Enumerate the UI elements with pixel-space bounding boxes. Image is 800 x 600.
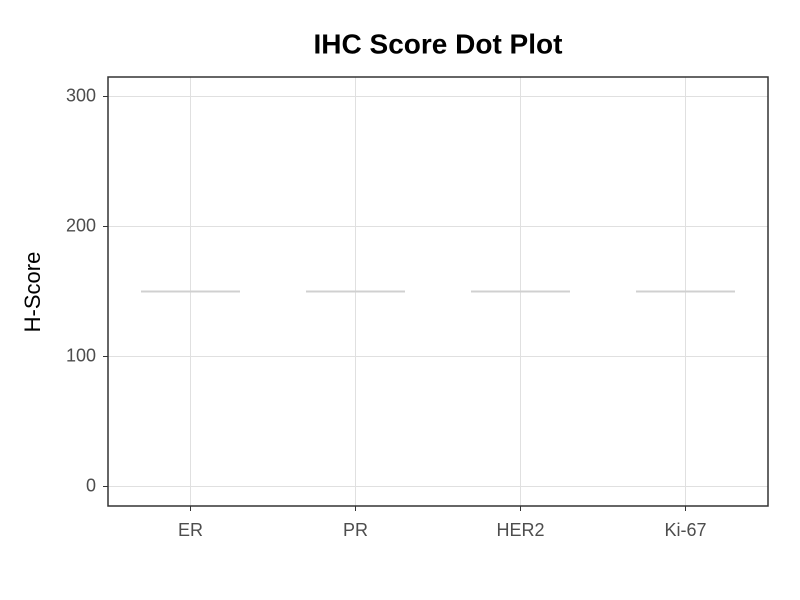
x-tick-label: Ki-67 <box>664 520 706 540</box>
y-tick-label: 0 <box>86 475 96 495</box>
x-tick-label: PR <box>343 520 368 540</box>
x-tick-label: HER2 <box>496 520 544 540</box>
y-tick-label: 100 <box>66 345 96 365</box>
y-tick-label: 200 <box>66 215 96 235</box>
chart-title: IHC Score Dot Plot <box>314 28 563 59</box>
x-tick-label: ER <box>178 520 203 540</box>
y-tick-label: 300 <box>66 85 96 105</box>
y-axis-label: H-Score <box>20 252 45 333</box>
panel-border <box>107 76 769 507</box>
